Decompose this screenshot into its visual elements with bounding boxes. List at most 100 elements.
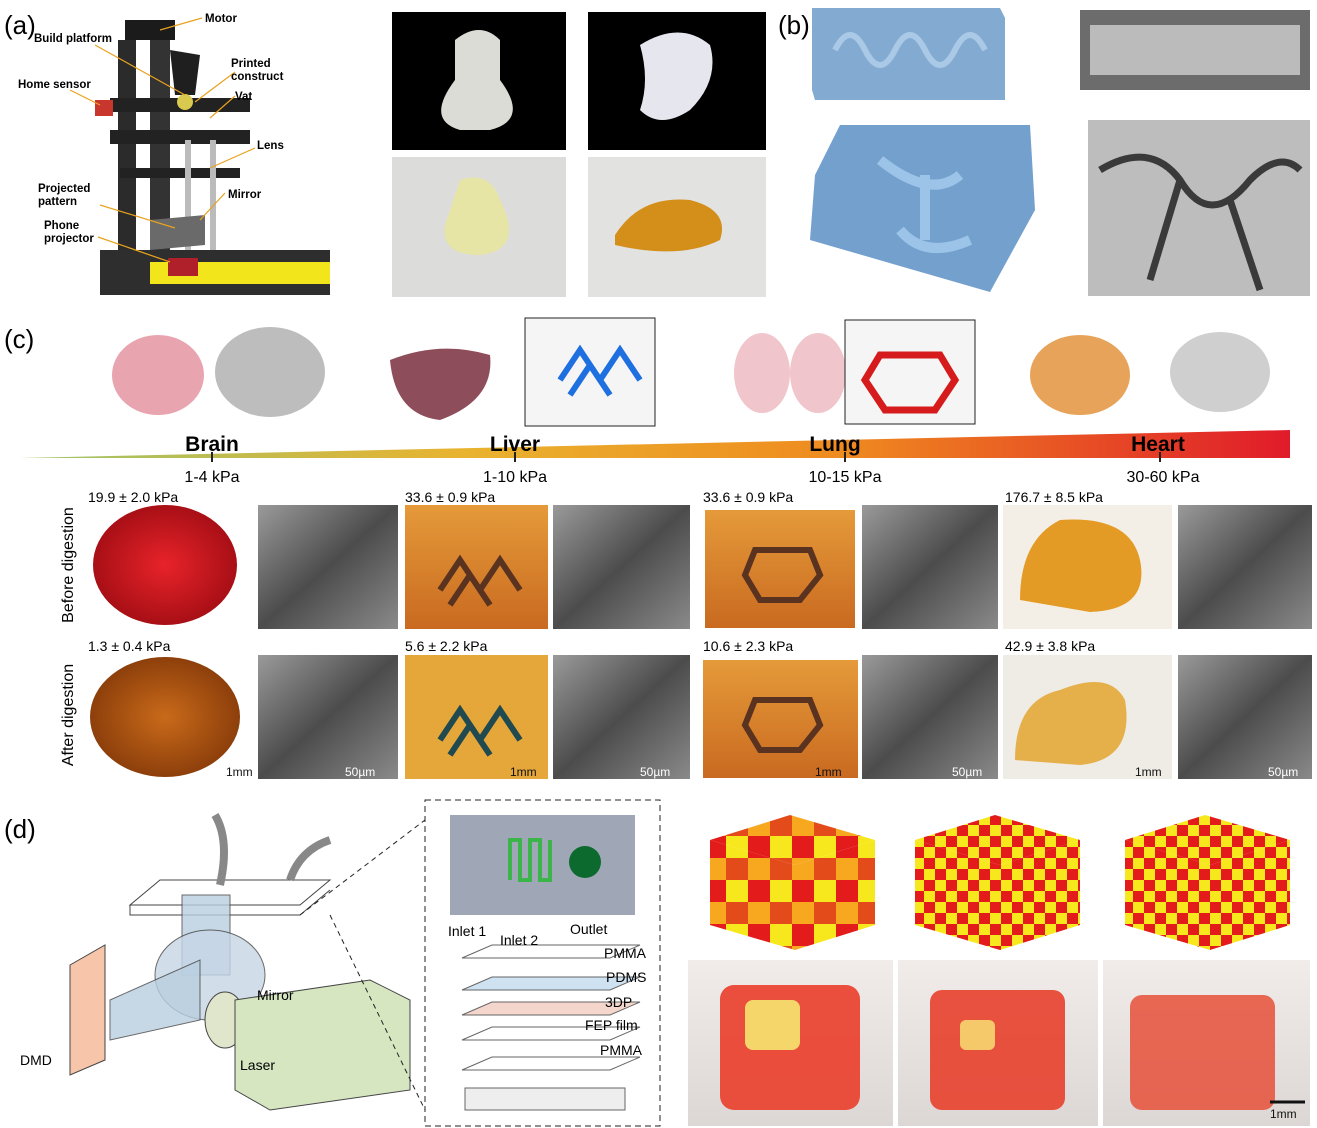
- chip-layers-part: [461, 944, 641, 959]
- before-photos: [85, 505, 1312, 629]
- row-label: After digestion: [60, 664, 77, 766]
- printed-cubes-part: [930, 990, 1065, 1110]
- callout: Phone projector: [44, 220, 94, 245]
- after-photos-part: [258, 655, 398, 779]
- chip-layers: [461, 944, 641, 1111]
- zoom-line: [329, 914, 426, 1111]
- before-photos-part: [741, 547, 824, 603]
- scale-bar: 50µm: [640, 765, 670, 779]
- panel-a: (a) Motor Build platform Printed construc…: [4, 10, 766, 297]
- scale-bar: 50µm: [345, 765, 375, 779]
- after-photos-part: [703, 660, 858, 778]
- optical-setup-part: [109, 959, 201, 1041]
- zoom-line: [299, 819, 426, 916]
- optical-setup-part: [69, 944, 106, 1076]
- callout: Build platform: [34, 33, 112, 45]
- printer-illustration-part: [177, 94, 193, 110]
- callout-lines-part: [99, 204, 176, 229]
- printer-illustration-part: [150, 30, 170, 280]
- panel-b: (b): [778, 8, 1310, 296]
- print-photos-part: [640, 32, 713, 120]
- print-photos-part: [444, 177, 509, 255]
- voxel-cubes-part: [795, 840, 875, 950]
- before-photos-part: [1178, 505, 1312, 629]
- scale-bars: 1mm 50µm 1mm 50µm 1mm 50µm 1mm 50µm: [226, 765, 1298, 779]
- callout-part: construct: [231, 71, 284, 83]
- printed-cubes-part: [745, 1000, 800, 1050]
- voxel-cubes-part: [710, 840, 795, 950]
- printer-illustration-part: [120, 168, 240, 178]
- before-photos-part: [93, 505, 237, 625]
- voxel-cubes-part: [1000, 840, 1080, 950]
- callout: Motor: [205, 13, 237, 25]
- modulus-value: 33.6 ± 0.9 kPa: [703, 489, 793, 505]
- callout-part: Home sensor: [18, 79, 91, 91]
- organ-illustrations-part: [390, 348, 491, 420]
- organ-illustrations-part: [557, 344, 643, 397]
- channel-photos-part: [1098, 153, 1303, 292]
- setup-label: Laser: [240, 1057, 275, 1073]
- stiffness-range: 1-4 kPa: [184, 469, 239, 486]
- voxel-cubes-part: [1125, 815, 1290, 865]
- chip-layers-part: [461, 1026, 641, 1041]
- callout-lines-part: [209, 147, 256, 169]
- chip-photo-part: [569, 846, 601, 878]
- stiffness-range: 10-15 kPa: [809, 469, 882, 486]
- callout-part: Motor: [205, 13, 237, 25]
- printer-illustration: [95, 20, 330, 295]
- callout: Vat: [235, 91, 252, 103]
- organ-illustrations-part: [734, 333, 790, 413]
- panel-d: (d) DMD Mirror Laser Inlet 1 Inlet 2 Out…: [4, 799, 1310, 1127]
- modulus-value: 19.9 ± 2.0 kPa: [88, 489, 178, 505]
- before-photos-part: [862, 505, 998, 629]
- callout-lines-part: [94, 44, 186, 96]
- voxel-cubes-part: [1210, 840, 1290, 950]
- modulus-value: 1.3 ± 0.4 kPa: [88, 638, 171, 654]
- channel-models-part: [876, 156, 973, 253]
- optical-setup: [69, 812, 411, 1111]
- setup-label: DMD: [20, 1052, 52, 1068]
- chip-label: Inlet 2: [500, 932, 538, 948]
- before-photos-part: [553, 505, 690, 629]
- panel-label: (a): [4, 10, 36, 40]
- voxel-cubes-part: [710, 815, 875, 865]
- printer-illustration-part: [185, 140, 191, 250]
- chip-label: Inlet 1: [448, 923, 486, 939]
- callout-lines-part: [199, 192, 226, 221]
- modulus-value: 5.6 ± 2.2 kPa: [405, 638, 488, 654]
- channel-photos-part: [1088, 120, 1310, 296]
- organ-illustrations-part: [1030, 335, 1130, 415]
- scale-bar: 1mm: [1270, 1107, 1297, 1121]
- after-photos-part: [741, 697, 824, 753]
- stiffness-range: 1-10 kPa: [483, 469, 547, 486]
- panel-c: (c) Brain Liver Lung Heart 1-4 kPa 1-10 …: [4, 317, 1312, 779]
- printed-cubes-part: [1130, 995, 1275, 1110]
- organ-illustrations-part: [112, 335, 204, 415]
- callout-lines-part: [209, 95, 236, 119]
- callout: Printed construct: [231, 58, 284, 83]
- modulus-value: 42.9 ± 3.8 kPa: [1005, 638, 1095, 654]
- modulus-value: 10.6 ± 2.3 kPa: [703, 638, 793, 654]
- optical-setup-part: [286, 836, 332, 882]
- stiffness-gradient: [20, 430, 1290, 458]
- voxel-cubes-part: [915, 815, 1080, 865]
- row-label: Before digestion: [60, 507, 77, 623]
- print-photos-part: [441, 30, 513, 130]
- callout-part: Vat: [235, 91, 252, 103]
- stiffness-ticks: [211, 452, 1161, 462]
- organ-illustrations-part: [860, 351, 960, 414]
- scale-bar: 50µm: [1268, 765, 1298, 779]
- layer-label: FEP film: [585, 1017, 638, 1033]
- modulus-value: 33.6 ± 0.9 kPa: [405, 489, 495, 505]
- voxel-cubes-part: [1125, 840, 1210, 950]
- callout-lines-part: [159, 17, 203, 31]
- callout-lines-part: [69, 89, 101, 106]
- callout-part: projector: [44, 233, 94, 245]
- callout: Mirror: [228, 189, 262, 201]
- printer-illustration-part: [150, 215, 205, 250]
- callout-part: Lens: [257, 140, 284, 152]
- callout-lines-part: [97, 236, 171, 263]
- printer-illustration-part: [210, 140, 216, 250]
- chip-layers-part: [461, 976, 641, 991]
